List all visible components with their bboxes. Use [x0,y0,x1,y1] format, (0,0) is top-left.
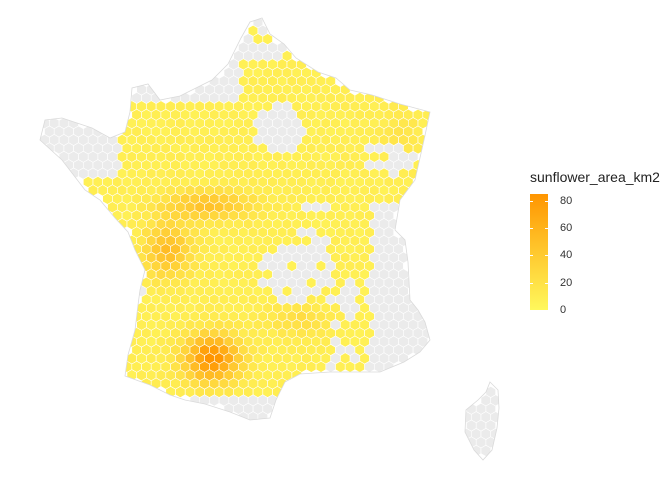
hex-cell [117,218,128,230]
hex-cell [325,360,336,373]
legend-tick-mark [530,282,533,284]
legend-tick-mark [530,310,533,311]
hex-cell [480,444,492,457]
legend-tick-label: 20 [560,276,573,289]
hex-cell [354,360,365,373]
legend-tick-mark [530,200,533,202]
hex-cell [175,386,186,398]
hex-cell [165,386,176,398]
legend-tick-label: 0 [560,304,567,316]
legend-tick-mark [545,228,548,230]
legend-tick-mark [545,255,548,257]
hex-cell [364,360,375,373]
hex-cell [335,360,346,373]
hex-cell [150,377,162,390]
legend-tick-mark [530,255,533,257]
hex-cell [87,184,99,197]
legend-tick-mark [530,228,533,230]
hex-cell [199,394,210,407]
hex-cell [306,360,317,373]
hex-cell [344,360,356,373]
legend-title: sunflower_area_km2 [530,169,660,185]
hexbin-layer [40,18,499,457]
legend-colorbar [530,194,548,310]
hex-cell [189,394,200,407]
hex-cell [257,411,268,424]
legend-tick-mark [545,200,548,202]
hex-cell [247,411,259,424]
legend-tick-label: 80 [560,194,573,207]
country-outline [39,17,500,461]
hex-cell [126,369,137,382]
hex-cell [209,394,220,407]
legend-tick-label: 40 [560,249,573,262]
hex-cell [315,360,327,373]
hex-cell [291,369,302,382]
map-legend: sunflower_area_km2 80 60 40 20 0 [530,169,660,316]
legend-tick-mark [545,310,548,311]
legend-tick-label: 60 [560,222,573,235]
legend-tick-mark [545,282,548,284]
hex-cell [68,167,79,180]
